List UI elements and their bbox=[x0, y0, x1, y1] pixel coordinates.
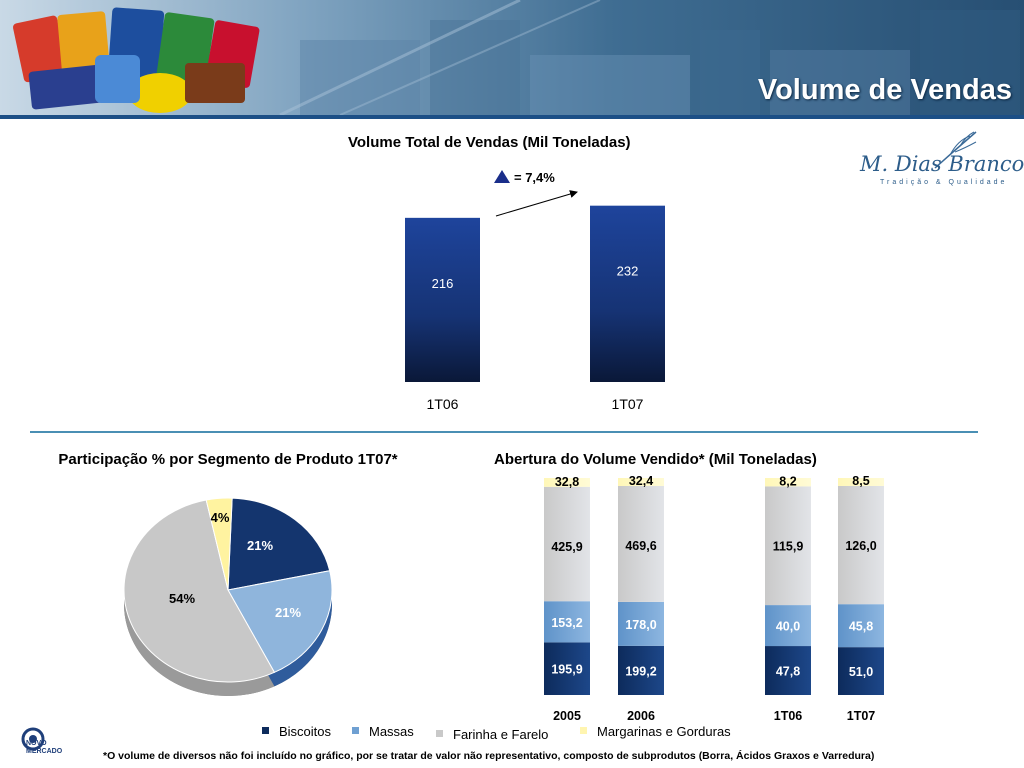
pie-label: 21% bbox=[247, 538, 273, 553]
up-triangle-icon bbox=[494, 170, 510, 183]
pie-chart-title: Participação % por Segmento de Produto 1… bbox=[58, 451, 398, 468]
legend-swatch bbox=[262, 727, 269, 734]
stack-segment-massas bbox=[544, 601, 590, 643]
company-logo: M. Dias Branco Tradição & Qualidade bbox=[860, 130, 1024, 190]
stack-segment-biscoitos bbox=[765, 646, 811, 695]
logo-tagline: Tradição & Qualidade bbox=[880, 179, 1008, 186]
stack-value-label: 199,2 bbox=[625, 664, 656, 678]
total-volume-chart: 216 1T06 232 1T07 bbox=[405, 190, 665, 412]
stack-segment-massas bbox=[838, 604, 884, 648]
stack-category-label: 2006 bbox=[627, 709, 655, 723]
stack-value-label: 425,9 bbox=[551, 540, 582, 554]
nm-line-2: MERCADO bbox=[26, 748, 63, 755]
stack-value-label: 195,9 bbox=[551, 663, 582, 677]
stack-value-label: 32,8 bbox=[555, 475, 579, 489]
stacked-chart-title: Abertura do Volume Vendido* (Mil Tonelad… bbox=[494, 451, 817, 468]
total-category-label: 1T06 bbox=[427, 396, 459, 412]
volume-breakdown-chart: 195,9 153,2 425,9 32,8 2005 199,2 178,0 469,6 32… bbox=[544, 474, 884, 723]
legend-label: Massas bbox=[369, 724, 414, 739]
novo-mercado-text: NOVO MERCADO bbox=[26, 740, 62, 756]
total-bar-label: 232 bbox=[617, 264, 639, 279]
nm-line-1: NOVO bbox=[26, 740, 47, 747]
stack-segment-margarinas-e-gorduras bbox=[838, 478, 884, 486]
stack-value-label: 153,2 bbox=[551, 616, 582, 630]
wheat-icon bbox=[934, 131, 977, 169]
total-bar-label: 216 bbox=[432, 276, 454, 291]
stack-value-label: 469,6 bbox=[625, 539, 656, 553]
logo-text: M. Dias Branco bbox=[860, 152, 1024, 176]
stack-category-label: 1T07 bbox=[847, 709, 876, 723]
footnote: *O volume de diversos não foi incluído n… bbox=[103, 750, 875, 762]
pie-label: 54% bbox=[169, 591, 195, 606]
stack-segment-farinha-e-farelo bbox=[838, 485, 884, 605]
growth-arrow bbox=[495, 190, 578, 217]
header-banner: Volume de Vendas bbox=[0, 0, 1024, 115]
stack-segment-massas bbox=[618, 601, 664, 646]
product-packages-image bbox=[12, 7, 260, 113]
stack-segment-margarinas-e-gorduras bbox=[765, 478, 811, 487]
page-title: Volume de Vendas bbox=[757, 74, 1012, 106]
total-category-label: 1T07 bbox=[612, 396, 644, 412]
section-divider bbox=[30, 431, 978, 433]
legend-biscoitos: Biscoitos bbox=[262, 724, 331, 739]
stack-value-label: 47,8 bbox=[776, 665, 800, 679]
pie-label: 4% bbox=[211, 510, 230, 525]
stack-value-label: 115,9 bbox=[773, 539, 804, 553]
stack-segment-margarinas-e-gorduras bbox=[544, 478, 590, 487]
stack-segment-farinha-e-farelo bbox=[618, 485, 664, 602]
stack-value-label: 126,0 bbox=[845, 539, 876, 553]
stack-value-label: 178,0 bbox=[625, 618, 656, 632]
novo-mercado-logo bbox=[21, 727, 45, 751]
legend-farinha: Farinha e Farelo bbox=[436, 727, 548, 742]
stack-category-label: 2005 bbox=[553, 709, 581, 723]
legend-swatch bbox=[580, 727, 587, 734]
banner-underline bbox=[0, 115, 1024, 119]
growth-value: = 7,4% bbox=[514, 170, 555, 185]
stack-segment-biscoitos bbox=[618, 645, 664, 695]
pie-label: 21% bbox=[275, 605, 301, 620]
stack-segment-farinha-e-farelo bbox=[765, 486, 811, 606]
stack-segment-margarinas-e-gorduras bbox=[618, 478, 664, 486]
legend-label: Farinha e Farelo bbox=[453, 727, 549, 742]
stack-value-label: 45,8 bbox=[849, 620, 873, 634]
pie-slice-biscoitos bbox=[227, 497, 331, 591]
total-bar-1T06 bbox=[405, 217, 480, 382]
stack-segment-farinha-e-farelo bbox=[544, 486, 590, 602]
pie-slice-margarinas-e-gorduras bbox=[205, 497, 233, 591]
stack-segment-biscoitos bbox=[544, 642, 590, 695]
total-bar-1T07 bbox=[590, 205, 665, 382]
stack-value-label: 8,2 bbox=[779, 474, 796, 488]
legend-label: Margarinas e Gorduras bbox=[597, 724, 731, 739]
legend-massas: Massas bbox=[352, 724, 414, 739]
pie-slice-massas bbox=[227, 570, 333, 673]
pie-slice-farinha-e-farelo bbox=[123, 499, 276, 683]
stack-value-label: 32,4 bbox=[629, 474, 653, 488]
stack-segment-massas bbox=[765, 605, 811, 647]
legend-margarinas: Margarinas e Gorduras bbox=[580, 724, 731, 739]
factory-photo bbox=[279, 0, 1020, 115]
stack-value-label: 8,5 bbox=[852, 474, 869, 488]
segment-share-pie: 21% 21% 54% 4% bbox=[123, 497, 333, 696]
growth-annotation: = 7,4% bbox=[494, 170, 555, 185]
stack-segment-biscoitos bbox=[838, 647, 884, 695]
legend-label: Biscoitos bbox=[279, 724, 332, 739]
stack-value-label: 51,0 bbox=[849, 665, 873, 679]
stack-category-label: 1T06 bbox=[774, 709, 803, 723]
legend-swatch bbox=[436, 730, 443, 737]
legend-swatch bbox=[352, 727, 359, 734]
stack-value-label: 40,0 bbox=[776, 620, 800, 634]
total-volume-title: Volume Total de Vendas (Mil Toneladas) bbox=[348, 134, 631, 151]
